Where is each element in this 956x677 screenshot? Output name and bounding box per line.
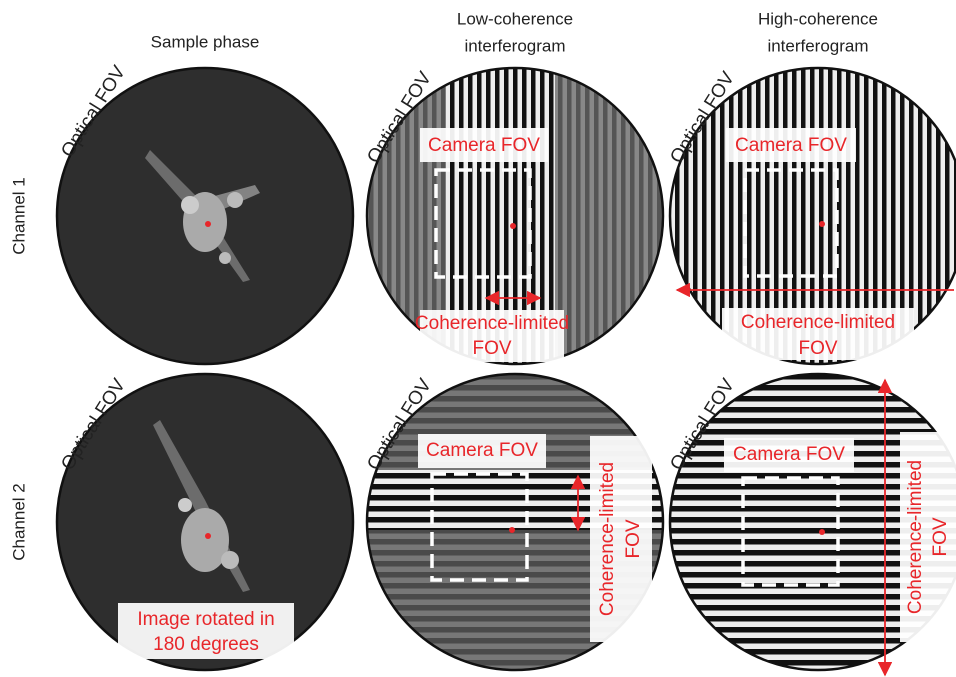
camera-fov-label: Camera FOV	[735, 135, 847, 156]
column-header: Sample phase	[151, 32, 260, 51]
column-header: interferogram	[464, 36, 565, 55]
camera-fov-label: Camera FOV	[733, 444, 845, 465]
row-label: Channel 2	[9, 483, 28, 561]
figure: Sample phase Low-coherence interferogram…	[0, 0, 956, 677]
column-header: High-coherence	[758, 9, 878, 28]
coherence-fov-label: Coherence-limited	[415, 313, 569, 334]
coherence-fov-label: Coherence-limited	[905, 460, 926, 614]
camera-fov-label: Camera FOV	[428, 135, 540, 156]
coherence-fov-label: Coherence-limited	[741, 312, 895, 333]
column-header: interferogram	[767, 36, 868, 55]
camera-fov-label: Camera FOV	[426, 440, 538, 461]
note: Image rotated in	[137, 609, 274, 630]
coherence-fov-label: FOV	[623, 519, 644, 558]
row-label: Channel 1	[9, 177, 28, 255]
coherence-fov-label: FOV	[930, 517, 951, 556]
note: 180 degrees	[153, 634, 259, 655]
column-header: Low-coherence	[457, 9, 573, 28]
coherence-fov-label: FOV	[798, 338, 837, 359]
coherence-fov-label: Coherence-limited	[597, 462, 618, 616]
coherence-fov-label: FOV	[472, 338, 511, 359]
